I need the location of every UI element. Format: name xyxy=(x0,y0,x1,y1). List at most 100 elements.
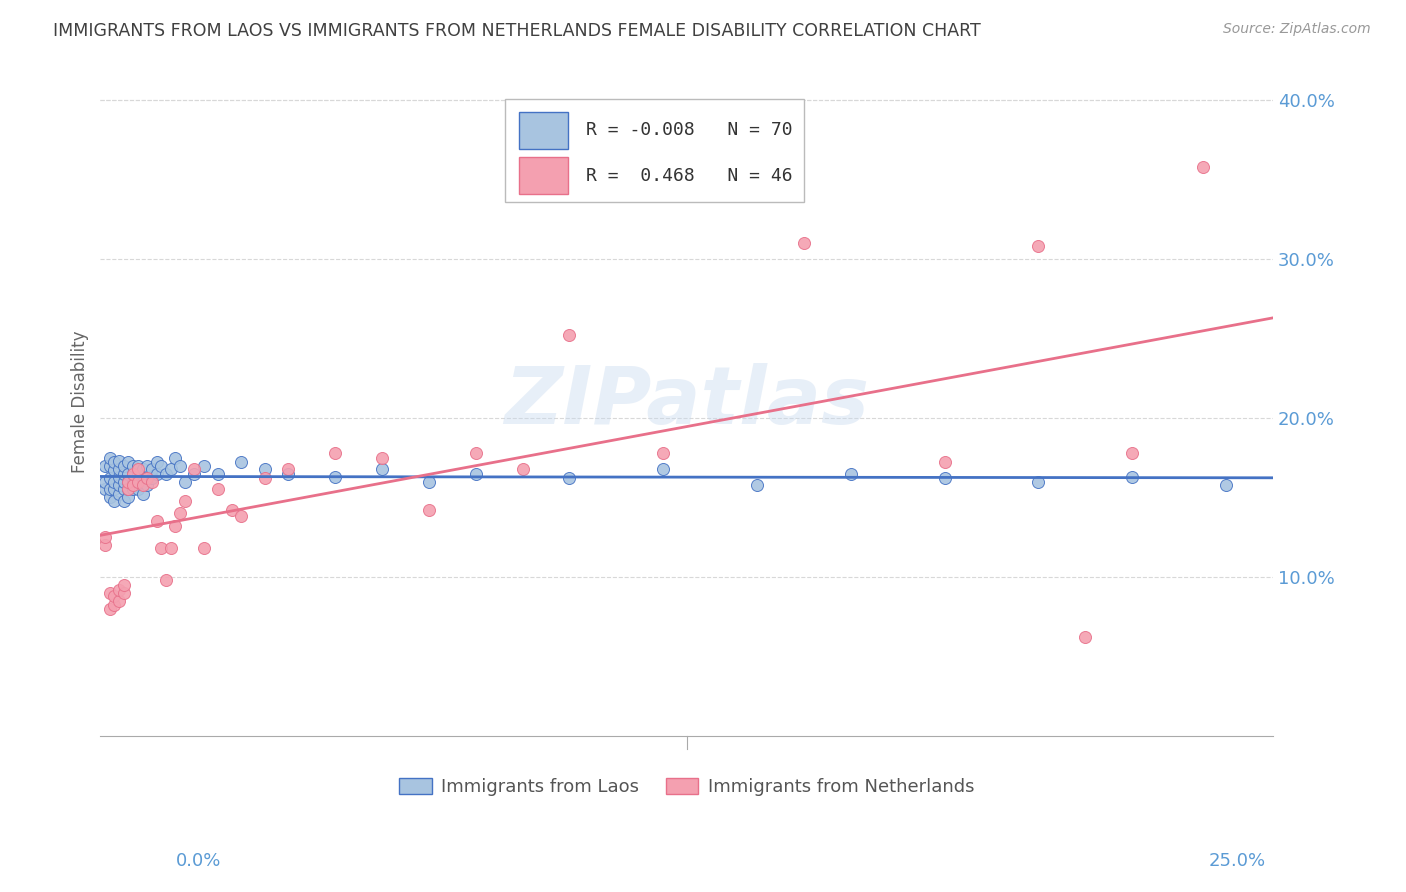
Point xyxy=(1074,630,1097,644)
Point xyxy=(98,585,121,599)
Point xyxy=(371,462,394,476)
Point xyxy=(94,458,117,473)
Point xyxy=(108,462,131,476)
Point xyxy=(131,462,153,476)
Point xyxy=(1121,446,1143,460)
FancyBboxPatch shape xyxy=(519,157,568,194)
Point xyxy=(108,454,131,468)
Point xyxy=(103,599,125,613)
FancyBboxPatch shape xyxy=(505,98,804,202)
Text: IMMIGRANTS FROM LAOS VS IMMIGRANTS FROM NETHERLANDS FEMALE DISABILITY CORRELATIO: IMMIGRANTS FROM LAOS VS IMMIGRANTS FROM … xyxy=(53,22,981,40)
Point xyxy=(103,493,125,508)
Legend: Immigrants from Laos, Immigrants from Netherlands: Immigrants from Laos, Immigrants from Ne… xyxy=(392,771,981,804)
Point xyxy=(207,467,229,481)
Point xyxy=(117,467,139,481)
Point xyxy=(131,475,153,489)
Point xyxy=(103,483,125,497)
Point xyxy=(1028,239,1050,253)
Y-axis label: Female Disability: Female Disability xyxy=(72,331,89,474)
Point xyxy=(136,458,159,473)
Point xyxy=(155,573,177,587)
Point xyxy=(173,475,195,489)
Point xyxy=(94,483,117,497)
Point xyxy=(136,471,159,485)
Point xyxy=(127,458,149,473)
Point xyxy=(145,514,167,528)
FancyBboxPatch shape xyxy=(519,112,568,149)
Point xyxy=(112,475,135,489)
Point xyxy=(122,467,145,481)
Point xyxy=(1215,477,1237,491)
Point xyxy=(145,455,167,469)
Point xyxy=(112,458,135,473)
Point xyxy=(98,450,121,465)
Point xyxy=(117,483,139,497)
Point xyxy=(793,236,815,251)
Point xyxy=(253,462,276,476)
Point xyxy=(512,462,534,476)
Point xyxy=(127,475,149,489)
Point xyxy=(229,509,252,524)
Point xyxy=(934,471,956,485)
Point xyxy=(145,467,167,481)
Point xyxy=(122,483,145,497)
Point xyxy=(122,477,145,491)
Point xyxy=(98,601,121,615)
Point xyxy=(103,455,125,469)
Point xyxy=(169,458,191,473)
Point xyxy=(745,477,768,491)
Point xyxy=(108,469,131,483)
Point xyxy=(136,477,159,491)
Point xyxy=(98,483,121,497)
Point xyxy=(229,455,252,469)
Point xyxy=(558,328,581,343)
Point xyxy=(221,503,243,517)
Point xyxy=(323,469,346,483)
Point xyxy=(136,469,159,483)
Point xyxy=(117,483,139,497)
Point xyxy=(122,475,145,489)
Point xyxy=(1028,475,1050,489)
Point xyxy=(371,450,394,465)
Point xyxy=(1191,160,1213,174)
Point xyxy=(98,458,121,473)
Point xyxy=(418,503,440,517)
Point xyxy=(127,475,149,489)
Point xyxy=(98,491,121,505)
Point xyxy=(169,506,191,520)
Point xyxy=(122,467,145,481)
Point xyxy=(652,446,675,460)
Point xyxy=(131,477,153,491)
Point xyxy=(141,462,163,476)
Point xyxy=(150,458,173,473)
Point xyxy=(131,487,153,501)
Point xyxy=(165,450,187,465)
Text: R =  0.468   N = 46: R = 0.468 N = 46 xyxy=(586,167,793,185)
Point xyxy=(173,493,195,508)
Point xyxy=(193,458,215,473)
Point xyxy=(112,585,135,599)
Point xyxy=(159,462,181,476)
Point xyxy=(277,462,299,476)
Point xyxy=(127,462,149,476)
Point xyxy=(183,462,205,476)
Point xyxy=(127,467,149,481)
Point xyxy=(117,475,139,489)
Text: R = -0.008   N = 70: R = -0.008 N = 70 xyxy=(586,121,793,139)
Point xyxy=(839,467,862,481)
Text: 0.0%: 0.0% xyxy=(176,852,221,870)
Text: ZIPatlas: ZIPatlas xyxy=(505,363,869,442)
Point xyxy=(464,467,486,481)
Point xyxy=(323,446,346,460)
Point xyxy=(112,578,135,592)
Point xyxy=(98,471,121,485)
Point xyxy=(127,483,149,497)
Point xyxy=(207,483,229,497)
Point xyxy=(108,477,131,491)
Point xyxy=(141,471,163,485)
Point xyxy=(112,483,135,497)
Point xyxy=(112,467,135,481)
Point xyxy=(108,582,131,597)
Point xyxy=(183,467,205,481)
Point xyxy=(418,475,440,489)
